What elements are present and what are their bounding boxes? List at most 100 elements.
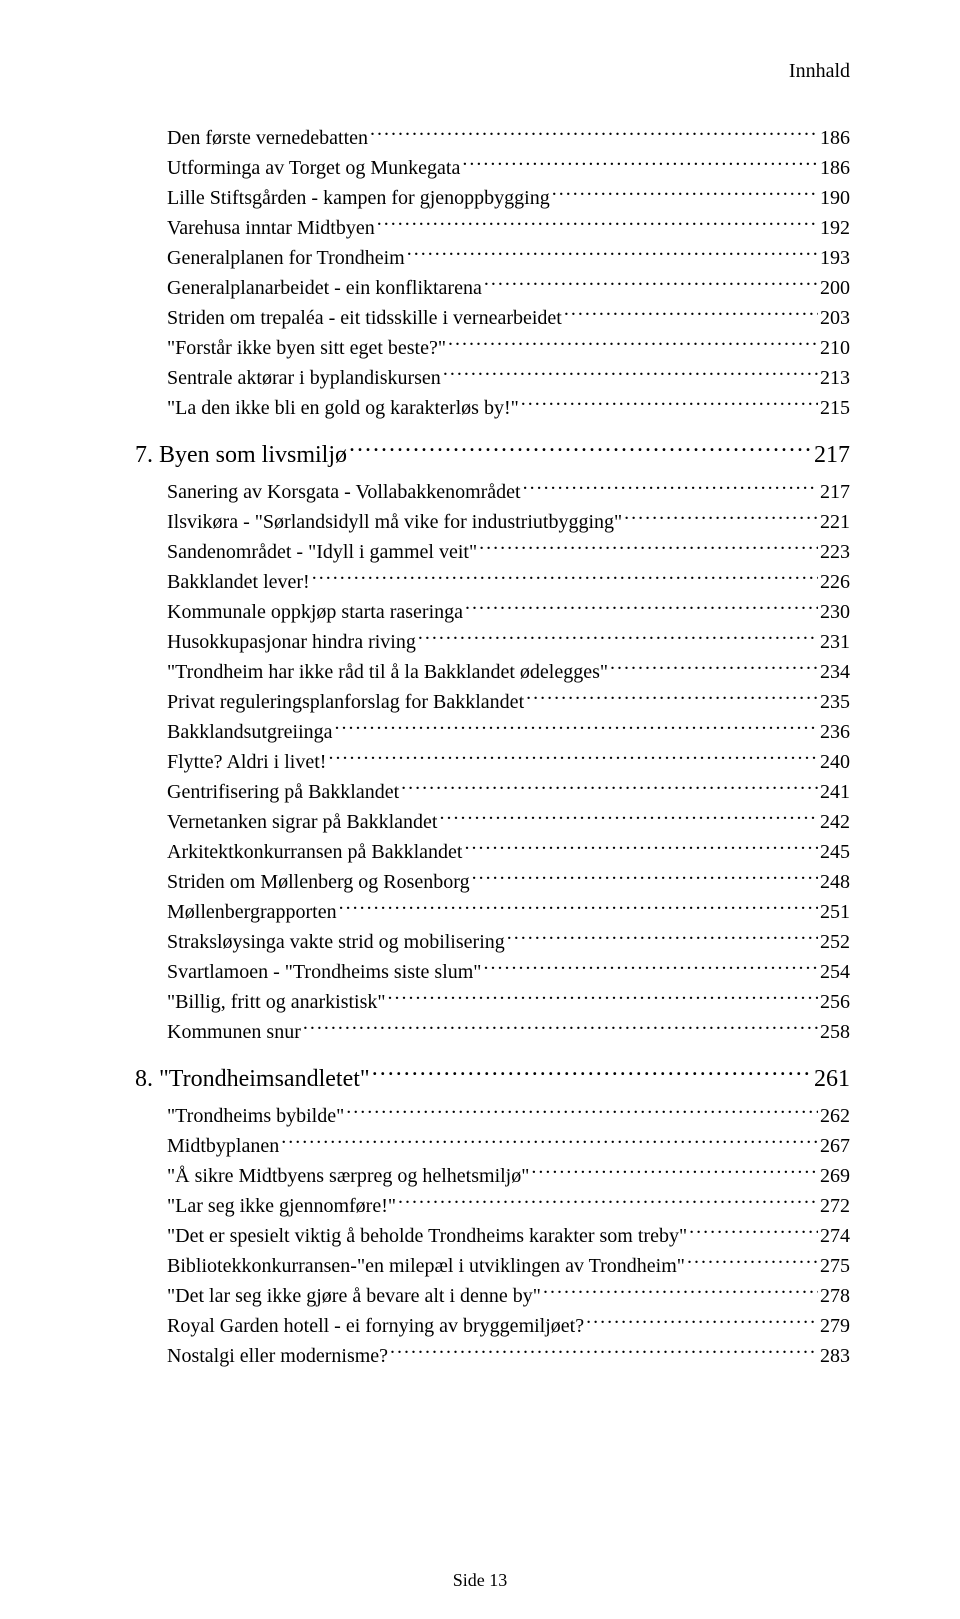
toc-entry: Privat reguleringsplanforslag for Bakkla…	[135, 687, 850, 717]
toc-entry-page: 217	[820, 477, 850, 507]
toc-entry-page: 186	[820, 123, 850, 153]
dot-leader	[543, 1282, 818, 1302]
toc-entry: Utforminga av Torget og Munkegata186	[135, 153, 850, 183]
toc-entry-label: Midtbyplanen	[167, 1131, 279, 1161]
toc-entry-label: Bakklandet lever!	[167, 567, 310, 597]
toc-entry-page: 186	[820, 153, 850, 183]
toc-entry-page: 252	[820, 927, 850, 957]
dot-leader	[484, 274, 818, 294]
toc-entry-page: 267	[820, 1131, 850, 1161]
toc-entry: Kommunen snur258	[135, 1017, 850, 1047]
dot-leader	[448, 334, 818, 354]
toc-entry: "Det lar seg ikke gjøre å bevare alt i d…	[135, 1281, 850, 1311]
dot-leader	[564, 304, 818, 324]
toc-entry-page: 258	[820, 1017, 850, 1047]
toc-entry: "Å sikre Midtbyens særpreg og helhetsmil…	[135, 1161, 850, 1191]
toc-entry: Husokkupasjonar hindra riving231	[135, 627, 850, 657]
dot-leader	[624, 508, 818, 528]
toc-entry-label: Royal Garden hotell - ei fornying av bry…	[167, 1311, 584, 1341]
toc-entry-page: 192	[820, 213, 850, 243]
dot-leader	[586, 1312, 818, 1332]
toc-entry-label: "Forstår ikke byen sitt eget beste?"	[167, 333, 446, 363]
toc-entry: Bibliotekkonkurransen-"en milepæl i utvi…	[135, 1251, 850, 1281]
toc-entry: Møllenbergrapporten 251	[135, 897, 850, 927]
dot-leader	[339, 898, 818, 918]
dot-leader	[281, 1132, 818, 1152]
toc-entry-label: Svartlamoen - "Trondheims siste slum"	[167, 957, 481, 987]
toc-entry-label: "Trondheims bybilde"	[167, 1101, 344, 1131]
toc-entry-label: Straksløysinga vakte strid og mobiliseri…	[167, 927, 505, 957]
toc-entry-page: 256	[820, 987, 850, 1017]
toc-entry-page: 241	[820, 777, 850, 807]
dot-leader	[398, 1192, 818, 1212]
toc-entry-label: Sentrale aktørar i byplandiskursen	[167, 363, 441, 393]
toc-entry-page: 278	[820, 1281, 850, 1311]
dot-leader	[328, 748, 818, 768]
dot-leader	[407, 244, 818, 264]
dot-leader	[687, 1252, 818, 1272]
toc-entry-label: Kommunale oppkjøp starta raseringa	[167, 597, 463, 627]
dot-leader	[552, 184, 818, 204]
dot-leader	[464, 838, 818, 858]
dot-leader	[372, 1062, 812, 1086]
toc-entry-label: Vernetanken sigrar på Bakklandet	[167, 807, 437, 837]
toc-entry-page: 210	[820, 333, 850, 363]
toc-entry-page: 215	[820, 393, 850, 423]
toc-entry-label: "Det er spesielt viktig å beholde Trondh…	[167, 1221, 687, 1251]
toc-entry: Striden om trepaléa - eit tidsskille i v…	[135, 303, 850, 333]
dot-leader	[483, 958, 818, 978]
toc-entry: Generalplanarbeidet - ein konfliktarena 2…	[135, 273, 850, 303]
toc-entry-page: 231	[820, 627, 850, 657]
toc-entry-label: Møllenbergrapporten	[167, 897, 337, 927]
dot-leader	[312, 568, 818, 588]
toc-entry-label: "Det lar seg ikke gjøre å bevare alt i d…	[167, 1281, 541, 1311]
dot-leader	[418, 628, 818, 648]
dot-leader	[443, 364, 818, 384]
toc-entry-label: 8. "Trondheimsandletet"	[135, 1061, 370, 1097]
toc-entry: Midtbyplanen 267	[135, 1131, 850, 1161]
toc-entry: Sanering av Korsgata - Vollabakkenområde…	[135, 477, 850, 507]
toc-entry-label: Generalplanarbeidet - ein konfliktarena	[167, 273, 482, 303]
toc-entry: Svartlamoen - "Trondheims siste slum" 254	[135, 957, 850, 987]
dot-leader	[531, 1162, 818, 1182]
dot-leader	[610, 658, 818, 678]
dot-leader	[472, 868, 818, 888]
toc-entry-page: 272	[820, 1191, 850, 1221]
toc-entry: Bakklandsutgreiinga236	[135, 717, 850, 747]
toc-entry-label: Privat reguleringsplanforslag for Bakkla…	[167, 687, 524, 717]
toc-entry-page: 193	[820, 243, 850, 273]
toc-entry-page: 245	[820, 837, 850, 867]
toc-entry-label: "Lar seg ikke gjennomføre!"	[167, 1191, 396, 1221]
dot-leader	[401, 778, 818, 798]
toc-entry-label: Lille Stiftsgården - kampen for gjenoppb…	[167, 183, 550, 213]
toc-entry: Straksløysinga vakte strid og mobiliseri…	[135, 927, 850, 957]
toc-entry-page: 200	[820, 273, 850, 303]
toc-entry-label: Flytte? Aldri i livet!	[167, 747, 326, 777]
toc-entry: Gentrifisering på Bakklandet241	[135, 777, 850, 807]
toc-entry-page: 279	[820, 1311, 850, 1341]
toc-entry: Royal Garden hotell - ei fornying av bry…	[135, 1311, 850, 1341]
toc-entry: Lille Stiftsgården - kampen for gjenoppb…	[135, 183, 850, 213]
toc-section-heading: 7. Byen som livsmiljø 217	[135, 437, 850, 473]
toc-entry: "Billig, fritt og anarkistisk" 256	[135, 987, 850, 1017]
toc-entry-page: 254	[820, 957, 850, 987]
toc-entry-page: 261	[814, 1061, 850, 1097]
toc-entry-page: 236	[820, 717, 850, 747]
toc-entry-page: 248	[820, 867, 850, 897]
toc-entry-page: 223	[820, 537, 850, 567]
toc-entry: Den første vernedebatten186	[135, 123, 850, 153]
toc-entry: Vernetanken sigrar på Bakklandet242	[135, 807, 850, 837]
page-footer: Side 13	[0, 1570, 960, 1591]
toc-entry: "Det er spesielt viktig å beholde Trondh…	[135, 1221, 850, 1251]
toc-entry: Generalplanen for Trondheim193	[135, 243, 850, 273]
toc-entry: Flytte? Aldri i livet!240	[135, 747, 850, 777]
toc-entry-label: Sanering av Korsgata - Vollabakkenområde…	[167, 477, 521, 507]
toc-entry: Bakklandet lever!226	[135, 567, 850, 597]
dot-leader	[346, 1102, 818, 1122]
toc-entry: Sentrale aktørar i byplandiskursen213	[135, 363, 850, 393]
dot-leader	[335, 718, 818, 738]
toc-entry-page: 251	[820, 897, 850, 927]
toc-entry-label: "Billig, fritt og anarkistisk"	[167, 987, 386, 1017]
toc-entry-page: 203	[820, 303, 850, 333]
toc-entry: "Trondheims bybilde"262	[135, 1101, 850, 1131]
